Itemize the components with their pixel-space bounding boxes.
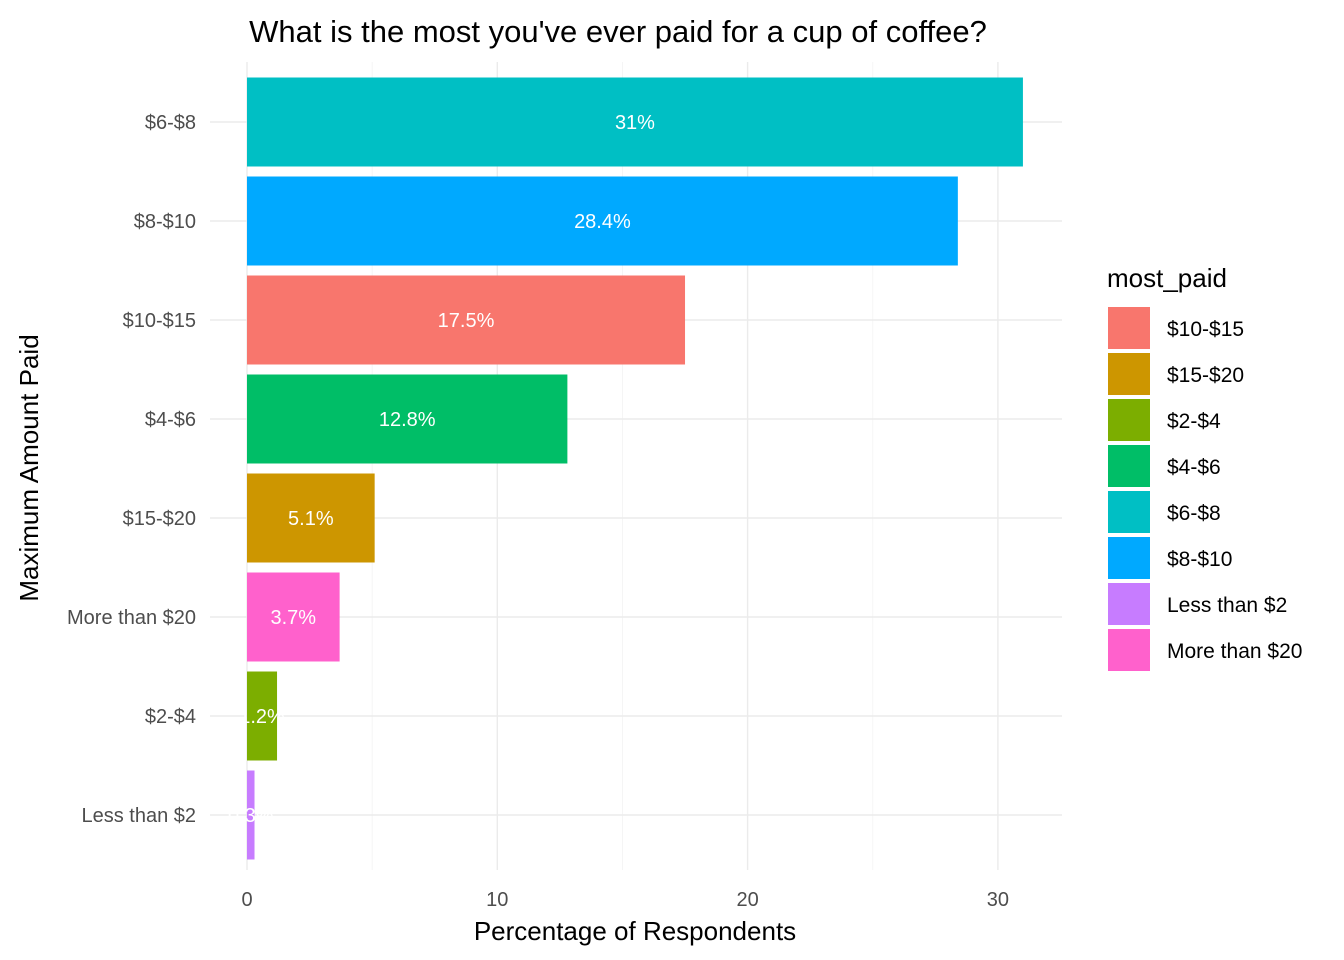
x-tick-label: 0	[241, 889, 252, 911]
bar	[247, 671, 278, 761]
y-tick-label: $10-$15	[123, 310, 196, 332]
bar-data-label: 31%	[615, 112, 655, 134]
y-axis-title: Maximum Amount Paid	[14, 334, 44, 601]
legend-swatch	[1108, 491, 1150, 533]
legend-swatch	[1108, 353, 1150, 395]
y-tick-label: $2-$4	[145, 706, 196, 728]
legend-label: $4-$6	[1167, 456, 1221, 479]
y-tick-label: Less than $2	[81, 805, 196, 827]
legend-label: $6-$8	[1167, 502, 1221, 525]
legend-label: $2-$4	[1167, 410, 1221, 433]
y-tick-label: $8-$10	[134, 211, 196, 233]
x-axis-tick-labels: 0 10 20 30	[241, 889, 1009, 911]
legend-swatch	[1108, 583, 1150, 625]
y-tick-label: $6-$8	[145, 112, 196, 134]
bar-data-label: 5.1%	[288, 508, 334, 530]
legend-swatch	[1108, 307, 1150, 349]
bars	[247, 77, 1023, 860]
bar	[247, 374, 568, 464]
bar-data-label: 3.7%	[271, 607, 317, 629]
x-tick-label: 30	[987, 889, 1009, 911]
legend-swatch	[1108, 445, 1150, 487]
x-axis-title: Percentage of Respondents	[474, 916, 796, 946]
legend-swatch	[1108, 537, 1150, 579]
legend-label: $8-$10	[1167, 548, 1232, 571]
bar	[247, 572, 340, 662]
y-tick-label: More than $20	[67, 607, 196, 629]
legend-label: $15-$20	[1167, 364, 1244, 387]
bar-labels: 31% 28.4% 17.5% 12.8% 5.1% 3.7% 1.2% 0.3%	[228, 112, 655, 827]
bar-data-label: 28.4%	[574, 211, 631, 233]
bar-data-label: 12.8%	[379, 409, 436, 431]
bar	[247, 473, 375, 563]
legend-label: More than $20	[1167, 640, 1302, 663]
legend-label: Less than $2	[1167, 594, 1287, 617]
bar-data-label: 1.2%	[239, 706, 285, 728]
legend-label: $10-$15	[1167, 318, 1244, 341]
x-tick-label: 10	[486, 889, 508, 911]
bar-data-label: 17.5%	[438, 310, 495, 332]
legend-title: most_paid	[1107, 263, 1227, 293]
y-axis-tick-labels: $6-$8 $8-$10 $10-$15 $4-$6 $15-$20 More than …	[67, 112, 196, 827]
bar	[247, 176, 958, 266]
y-tick-label: $15-$20	[123, 508, 196, 530]
bar	[247, 77, 1023, 167]
y-tick-label: $4-$6	[145, 409, 196, 431]
bar	[247, 770, 255, 860]
legend-swatch	[1108, 629, 1150, 671]
bar	[247, 275, 686, 365]
chart-title: What is the most you've ever paid for a …	[249, 14, 987, 49]
legend-swatch	[1108, 399, 1150, 441]
legend-items: $10-$15 $15-$20 $2-$4 $4-$6 $6-$8 $8-$10 Less …	[1108, 307, 1302, 671]
x-tick-label: 20	[736, 889, 758, 911]
bar-data-label: 0.3%	[228, 805, 274, 827]
legend: most_paid $10-$15$15-$20$2-$4$4-$6$6-$8$…	[1107, 263, 1302, 671]
